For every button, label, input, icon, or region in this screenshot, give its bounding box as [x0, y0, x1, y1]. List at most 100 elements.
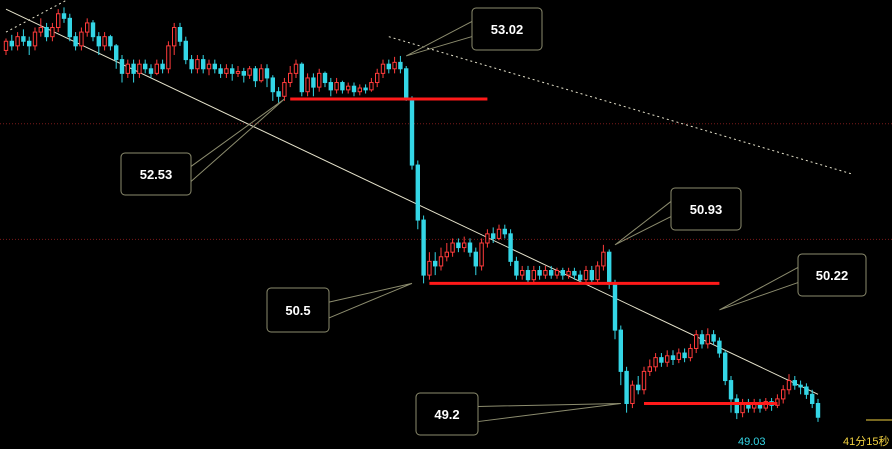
candle-body [61, 13, 67, 19]
candle [96, 32, 101, 56]
candle-body [212, 63, 218, 70]
candle [44, 22, 49, 42]
candle [137, 59, 142, 78]
callout-box [670, 187, 742, 231]
candle-body [781, 389, 786, 400]
candle [549, 265, 554, 279]
candle-body [44, 27, 49, 38]
candle [351, 82, 357, 97]
candle [27, 36, 32, 56]
candle [386, 59, 392, 74]
candle-body [444, 251, 450, 258]
candle-body [305, 77, 310, 93]
callout-box [120, 152, 192, 196]
candle-body [508, 233, 513, 262]
candle [166, 41, 171, 74]
candle-body [119, 59, 125, 74]
candle-body [520, 270, 525, 276]
candle [206, 59, 212, 76]
candle [177, 22, 183, 46]
candle-body [630, 384, 635, 404]
time-label: 41分15秒 [843, 434, 889, 448]
candle [688, 343, 693, 362]
candle [3, 38, 9, 56]
candle-body [467, 242, 473, 253]
candle-body [433, 260, 438, 267]
axis-layer: 49.03 41分15秒 [738, 419, 892, 448]
candle [270, 75, 276, 101]
candle-body [369, 82, 374, 91]
candle-body [804, 386, 809, 395]
candle [694, 330, 699, 354]
candle-body [259, 68, 264, 82]
candle [566, 267, 571, 279]
price-callout: 52.53 [120, 98, 285, 196]
candle [456, 238, 461, 253]
candle-body [125, 63, 130, 74]
candle-body [607, 251, 612, 285]
candle [50, 22, 55, 42]
candle [218, 64, 223, 78]
candle-body [334, 82, 339, 91]
candle [815, 398, 821, 422]
callout-box [797, 253, 867, 297]
candle [247, 66, 252, 79]
candle [462, 236, 467, 253]
candle [32, 27, 38, 51]
candle-body [566, 270, 571, 276]
callout-label: 50.22 [816, 268, 849, 283]
candle [363, 84, 368, 94]
candle-body [659, 357, 664, 363]
candle-body [241, 71, 247, 76]
candle-body [131, 63, 136, 74]
candle-body [404, 68, 409, 100]
candle-body [798, 384, 803, 388]
candle-body [682, 352, 687, 359]
candle-body [32, 31, 38, 47]
candle [160, 59, 165, 74]
candle-body [711, 334, 716, 342]
candle [357, 84, 363, 96]
candle [131, 59, 136, 83]
candle [305, 73, 310, 97]
candle [293, 59, 299, 78]
candle [114, 44, 119, 69]
candle-body [253, 68, 258, 82]
candle [601, 244, 606, 271]
callout-pointer [405, 20, 473, 57]
candle [491, 227, 496, 244]
candle-body [56, 13, 61, 29]
candle-body [218, 68, 223, 74]
candle [409, 96, 415, 170]
candle [230, 64, 235, 81]
trendline [388, 36, 853, 175]
candle [224, 64, 229, 78]
candle-body [589, 270, 594, 281]
candle-body [230, 68, 235, 74]
candle-body [311, 77, 316, 88]
candle-body [38, 27, 43, 33]
price-callout: 50.5 [266, 282, 413, 333]
candle [259, 64, 264, 83]
candle-body [195, 59, 200, 70]
candle [496, 224, 502, 241]
candle-body [601, 251, 606, 267]
candle-body [415, 164, 421, 221]
candle [699, 330, 705, 349]
candle [90, 20, 96, 42]
candle-body [496, 228, 502, 239]
candle [154, 59, 160, 76]
candle-body [618, 329, 623, 372]
candle [804, 383, 809, 399]
candle-body [699, 334, 705, 345]
candle-body [409, 98, 415, 166]
candle-body [728, 380, 734, 400]
candle [108, 34, 113, 51]
candle-body [317, 72, 322, 88]
candle [102, 32, 107, 51]
candle-body [560, 270, 565, 276]
candle-body [114, 45, 119, 61]
candle [264, 64, 270, 88]
callout-box [415, 392, 479, 436]
candle [705, 328, 710, 349]
